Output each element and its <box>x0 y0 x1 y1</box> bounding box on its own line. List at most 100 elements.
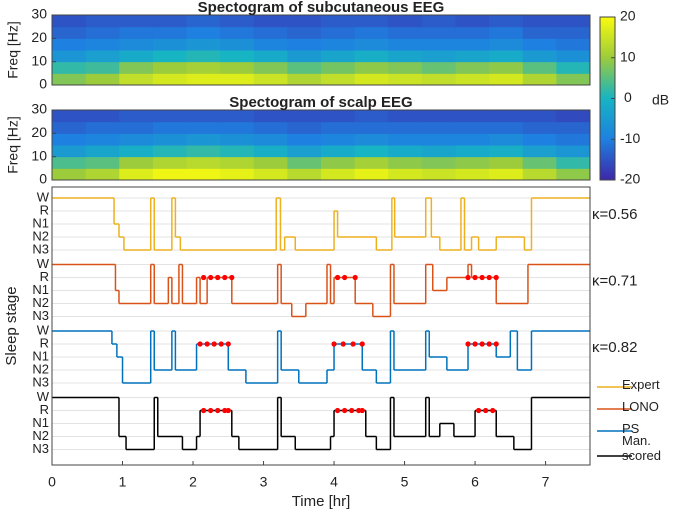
rem-dot <box>479 341 485 347</box>
heatmap-cell <box>455 133 490 146</box>
stage-label: N1 <box>32 282 49 297</box>
chart-title: Spectogram of subcutaneous EEG <box>198 0 445 16</box>
y-tick-label: 30 <box>31 6 47 22</box>
heatmap-cell <box>522 26 557 39</box>
heatmap-cell <box>455 145 490 158</box>
heatmap-cell <box>287 15 322 28</box>
heatmap-cell <box>489 121 524 134</box>
stage-label: R <box>40 402 49 417</box>
heatmap-cell <box>253 61 288 74</box>
heatmap-cell <box>522 168 557 181</box>
legend-label: LONO <box>622 399 659 414</box>
heatmap-cell <box>556 15 591 28</box>
rem-dot <box>483 407 489 414</box>
heatmap-cell <box>321 133 356 146</box>
rem-dot <box>493 274 499 281</box>
heatmap-cell <box>119 133 154 146</box>
heatmap-cell <box>388 121 423 134</box>
heatmap-cell <box>52 38 87 51</box>
heatmap-cell <box>489 145 524 158</box>
y-tick-label: 10 <box>31 52 47 68</box>
heatmap-cell <box>354 38 389 51</box>
heatmap-cell <box>489 38 524 51</box>
x-tick-label: 5 <box>401 474 409 490</box>
heatmap-cell <box>119 38 154 51</box>
heatmap-cell <box>119 15 154 28</box>
stage-label: N2 <box>32 228 49 243</box>
heatmap-cell <box>52 156 87 169</box>
heatmap-cell <box>253 133 288 146</box>
heatmap-cell <box>354 110 389 123</box>
heatmap-cell <box>287 145 322 158</box>
colorbar-label: dB <box>652 92 669 108</box>
kappa-label: κ=0.56 <box>592 206 637 223</box>
heatmap-cell <box>186 168 221 181</box>
heatmap-cell <box>186 121 221 134</box>
legend-label: PS <box>622 421 640 436</box>
heatmap-cell <box>388 15 423 28</box>
heatmap-cell <box>220 121 255 134</box>
rem-dot <box>331 341 337 347</box>
stage-label: W <box>37 389 50 404</box>
heatmap-cell <box>421 133 456 146</box>
heatmap-cell <box>186 26 221 39</box>
heatmap-cell <box>421 121 456 134</box>
heatmap-cell <box>119 121 154 134</box>
rem-dot <box>479 274 485 281</box>
heatmap-cell <box>321 15 356 28</box>
heatmap-cell <box>421 110 456 123</box>
heatmap-cell <box>455 156 490 169</box>
stage-label: N1 <box>32 415 49 430</box>
heatmap-cell <box>220 73 255 86</box>
rem-dot <box>215 274 221 281</box>
heatmap-cell <box>119 50 154 63</box>
heatmap-cell <box>287 156 322 169</box>
rem-dot <box>215 407 221 414</box>
colorbar-tick-label: 20 <box>620 8 636 24</box>
heatmap-cell <box>85 26 120 39</box>
heatmap-cell <box>220 168 255 181</box>
rem-dot <box>465 274 471 281</box>
heatmap-cell <box>489 133 524 146</box>
heatmap-cell <box>186 156 221 169</box>
heatmap-cell <box>321 61 356 74</box>
heatmap-cell <box>85 110 120 123</box>
legend-label: Expert <box>622 377 660 392</box>
heatmap-cell <box>388 73 423 86</box>
heatmap-cell <box>522 156 557 169</box>
plot-frame <box>51 109 591 181</box>
heatmap-cell <box>354 168 389 181</box>
y-axis-title: Freq [Hz] <box>5 21 21 79</box>
heatmap-cell <box>489 168 524 181</box>
heatmap-cell <box>220 15 255 28</box>
heatmap-cell <box>287 168 322 181</box>
heatmap-cell <box>119 73 154 86</box>
heatmap-cell <box>287 73 322 86</box>
heatmap-cell <box>52 73 87 86</box>
heatmap-cell <box>354 50 389 63</box>
rem-dot <box>472 341 478 347</box>
rem-dot <box>204 341 210 347</box>
heatmap-cell <box>119 145 154 158</box>
heatmap-cell <box>220 133 255 146</box>
heatmap-cell <box>85 61 120 74</box>
stage-label: N3 <box>32 374 49 389</box>
rem-dot <box>334 274 341 281</box>
x-tick-label: 3 <box>260 474 268 490</box>
plot-frame <box>51 14 591 86</box>
kappa-label: κ=0.82 <box>592 339 637 356</box>
x-tick-label: 0 <box>48 474 56 490</box>
plot-frame <box>51 186 591 466</box>
heatmap-cell <box>388 156 423 169</box>
stage-label: W <box>37 189 50 204</box>
heatmap-cell <box>489 73 524 86</box>
heatmap-cell <box>556 61 591 74</box>
rem-dot <box>490 407 496 414</box>
y-tick-label: 10 <box>31 147 47 163</box>
heatmap-cell <box>152 50 187 63</box>
heatmap-cell <box>388 26 423 39</box>
heatmap-cell <box>152 38 187 51</box>
rem-dot <box>486 341 492 347</box>
heatmap-cell <box>85 50 120 63</box>
